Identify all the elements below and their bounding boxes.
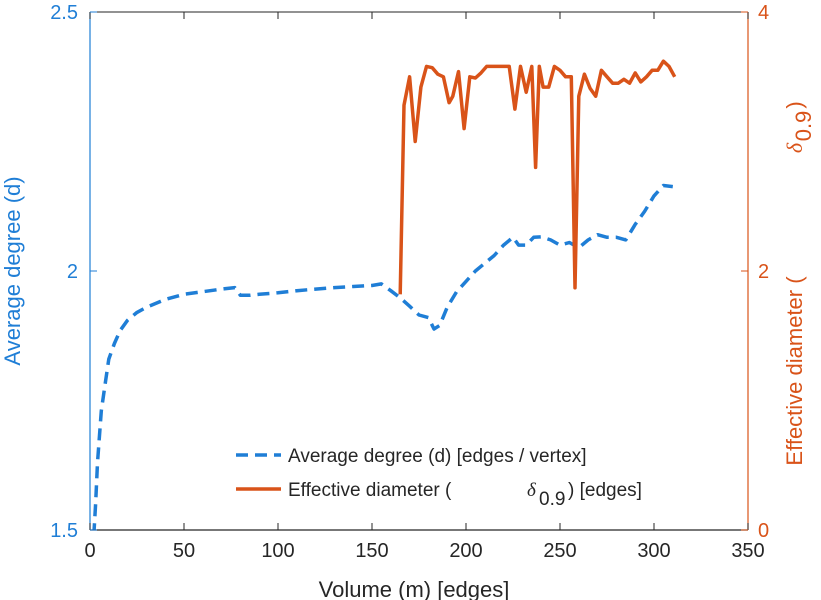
x-tick-label: 50 xyxy=(173,540,195,562)
x-axis-title: Volume (m) [edges] xyxy=(319,577,510,600)
left-y-tick-label: 2.5 xyxy=(50,2,78,24)
right-y-axis-title-text: Effective diameter ( xyxy=(782,276,807,466)
left-y-tick-label: 2 xyxy=(67,261,78,283)
legend-label-delta-subscript: 0.9 xyxy=(539,489,565,510)
left-y-axis-title: Average degree (d) xyxy=(0,176,25,365)
right-y-axis-title: Effective diameter ( δ 0.9 ) xyxy=(782,101,816,465)
legend-label-average-degree: Average degree (d) [edges / vertex] xyxy=(288,446,587,467)
tick-layer: 0 50 100 150 200 250 300 350 1.5 2 2.5 0 2 4 xyxy=(50,2,769,562)
x-tick-label: 100 xyxy=(261,540,294,562)
left-y-tick-label: 1.5 xyxy=(50,520,78,542)
legend-label-delta-symbol: δ xyxy=(527,480,537,501)
x-tick-label: 150 xyxy=(355,540,388,562)
legend-label-effective-diameter: Effective diameter ( xyxy=(288,480,452,501)
x-tick-label: 0 xyxy=(84,540,95,562)
series-layer xyxy=(92,59,677,530)
x-tick-label: 200 xyxy=(449,540,482,562)
right-y-axis-title-suffix: ) xyxy=(782,101,807,108)
right-y-tick-label: 4 xyxy=(758,2,769,24)
x-tick-label: 250 xyxy=(543,540,576,562)
right-y-tick-label: 0 xyxy=(758,520,769,542)
right-y-axis-title-symbol: δ xyxy=(782,142,807,153)
right-y-axis-title-subscript: 0.9 xyxy=(791,111,816,142)
legend-label-effective-diameter-suffix: ) [edges] xyxy=(568,480,642,501)
legend: Average degree (d) [edges / vertex] Effe… xyxy=(236,446,642,510)
right-y-tick-label: 2 xyxy=(758,261,769,283)
x-tick-label: 350 xyxy=(731,540,764,562)
series-line-effective-diameter xyxy=(398,59,677,295)
series-line-average-degree xyxy=(92,183,674,530)
x-tick-label: 300 xyxy=(637,540,670,562)
